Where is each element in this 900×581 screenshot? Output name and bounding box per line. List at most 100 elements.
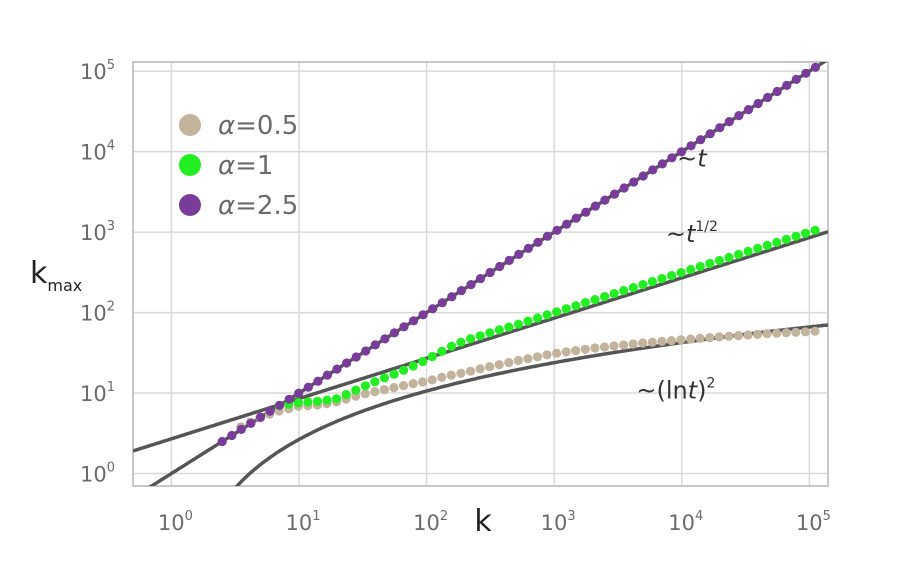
data-point (647, 277, 658, 287)
y-tick-label-3-exponent: 3 (107, 219, 115, 234)
data-point (657, 159, 668, 169)
data-point (571, 346, 581, 356)
data-point (781, 234, 792, 244)
data-point (485, 328, 495, 338)
data-point (619, 340, 629, 350)
annotation-variable: t (686, 220, 697, 248)
legend-marker-2 (179, 194, 201, 216)
data-point (341, 390, 351, 400)
data-point (609, 289, 619, 299)
y-tick-label-0-exponent: 0 (107, 461, 115, 476)
x-tick-label-0-base: 10 (158, 511, 185, 535)
data-point (427, 375, 437, 385)
data-point (246, 418, 256, 428)
data-point (810, 225, 820, 235)
data-point (533, 313, 543, 323)
legend-value-2: =2.5 (235, 191, 298, 221)
data-point (628, 339, 638, 349)
series-2 (217, 62, 821, 447)
data-point (638, 280, 648, 290)
data-point (332, 394, 342, 404)
y-tick-label-4: 104 (80, 139, 115, 165)
data-point (800, 327, 811, 337)
data-point (552, 225, 562, 235)
x-tick-label-4-exponent: 4 (695, 509, 703, 524)
x-tick-label-5: 105 (796, 509, 831, 535)
x-tick-label-3: 103 (541, 509, 576, 535)
data-point (370, 377, 380, 387)
data-point (619, 286, 629, 296)
data-point (791, 327, 801, 337)
data-point (217, 436, 227, 447)
data-point (763, 92, 773, 103)
y-tick-label-1-base: 10 (80, 382, 107, 406)
data-point (561, 347, 571, 357)
legend-alpha-symbol-0: α (218, 111, 235, 141)
data-point (743, 105, 754, 115)
x-tick-label-3-exponent: 3 (567, 509, 575, 524)
data-point (332, 364, 342, 374)
data-point (447, 292, 457, 302)
data-point (532, 352, 543, 362)
data-point (676, 268, 686, 278)
data-point (619, 183, 629, 193)
y-axis-label-subscript: max (47, 276, 82, 295)
legend-marker-0 (179, 114, 201, 136)
data-point (562, 219, 572, 229)
data-point (379, 385, 389, 395)
data-point (322, 395, 332, 405)
data-point (446, 341, 457, 351)
data-point (227, 430, 237, 441)
y-tick-label-5-exponent: 5 (107, 58, 115, 73)
data-point (475, 331, 485, 341)
data-point (571, 213, 581, 223)
data-point (657, 336, 667, 346)
y-tick-label-5: 105 (80, 58, 115, 84)
data-series (217, 62, 821, 447)
y-tick-label-2-exponent: 2 (107, 300, 115, 315)
data-point (667, 153, 677, 163)
data-point (322, 370, 332, 380)
data-point (456, 337, 466, 347)
data-point (600, 195, 610, 205)
y-tick-label-1-exponent: 1 (107, 380, 115, 395)
data-point (733, 331, 744, 341)
data-point (590, 343, 600, 353)
data-point (360, 381, 370, 391)
data-point (696, 135, 706, 145)
data-point (753, 98, 763, 109)
plot-frame (132, 61, 829, 487)
data-point (494, 325, 504, 335)
data-point (590, 201, 601, 211)
x-tick-label-5-exponent: 5 (823, 509, 831, 524)
annotation-prefix: ~ (666, 220, 686, 248)
data-point (504, 357, 514, 368)
data-point (351, 385, 361, 395)
y-tick-label-3: 103 (80, 219, 115, 245)
data-point (284, 394, 294, 404)
x-tick-label-0-exponent: 0 (185, 509, 193, 524)
data-point (714, 255, 725, 266)
data-point (772, 86, 782, 97)
data-point (485, 362, 495, 372)
data-point (552, 348, 562, 358)
data-point (724, 252, 734, 263)
x-tick-label-2: 102 (413, 509, 448, 535)
data-point (724, 331, 734, 341)
data-point (275, 400, 285, 410)
data-point (494, 360, 504, 370)
data-point (753, 243, 763, 253)
data-point (456, 368, 466, 378)
data-point (600, 292, 610, 302)
data-point (667, 271, 677, 281)
data-point (724, 117, 734, 127)
data-point (293, 398, 303, 408)
data-point (638, 171, 648, 181)
data-point (236, 424, 246, 434)
data-point (552, 307, 562, 317)
legend-label-0: α=0.5 (218, 111, 298, 141)
data-point (734, 249, 744, 260)
data-point (504, 255, 514, 265)
data-point (475, 274, 486, 284)
